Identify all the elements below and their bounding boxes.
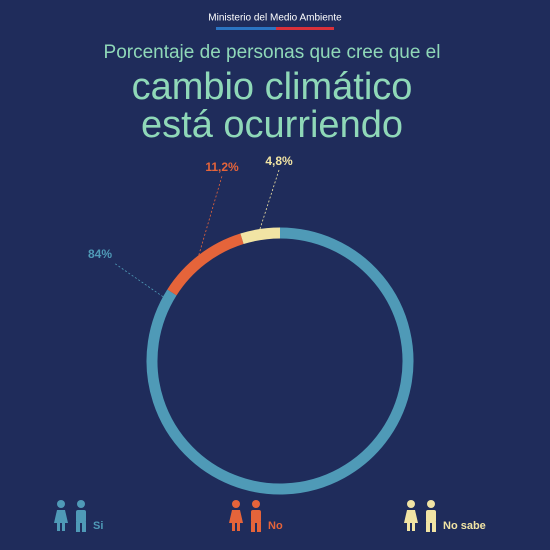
legend-icon <box>251 522 255 532</box>
legend-icon <box>252 500 260 508</box>
legend-label: No <box>268 520 283 532</box>
header-bar-blue <box>216 27 276 30</box>
legend-icon <box>76 510 86 523</box>
legend-label: Si <box>93 520 103 532</box>
legend-item: No <box>229 500 283 532</box>
legend-icon <box>229 510 243 523</box>
legend-icon <box>232 523 235 531</box>
legend-icon <box>54 510 68 523</box>
legend-item: No sabe <box>404 500 486 532</box>
leader-line <box>113 262 164 298</box>
value-label: 84% <box>88 247 112 261</box>
legend-icon <box>57 500 65 508</box>
legend-icon <box>237 523 240 531</box>
value-label: 11,2% <box>205 160 239 174</box>
legend-icon <box>407 500 415 508</box>
donut-segment <box>167 233 244 296</box>
legend-item: Si <box>54 500 103 532</box>
legend-icon <box>407 523 410 531</box>
legend-label: No sabe <box>443 520 486 532</box>
legend-icon <box>427 500 435 508</box>
leader-line <box>198 175 223 256</box>
donut-segment <box>146 227 414 495</box>
legend-icon <box>57 523 60 531</box>
legend-icon <box>251 510 261 523</box>
value-label: 4,8% <box>265 154 293 168</box>
title-line: cambio climático <box>132 66 413 108</box>
legend-icon <box>62 523 65 531</box>
legend-icon <box>432 522 436 532</box>
legend-icon <box>404 510 418 523</box>
legend-icon <box>82 522 86 532</box>
legend-icon <box>232 500 240 508</box>
legend-icon <box>412 523 415 531</box>
legend-icon <box>426 510 436 523</box>
header: Ministerio del Medio Ambiente <box>208 13 342 24</box>
header-bar-red <box>276 27 334 30</box>
legend-icon <box>77 500 85 508</box>
donut-segment <box>240 227 281 245</box>
title-line: está ocurriendo <box>141 104 403 146</box>
subtitle: Porcentaje de personas que cree que el <box>104 42 441 63</box>
legend-icon <box>257 522 261 532</box>
legend-icon <box>426 522 430 532</box>
legend-icon <box>76 522 80 532</box>
